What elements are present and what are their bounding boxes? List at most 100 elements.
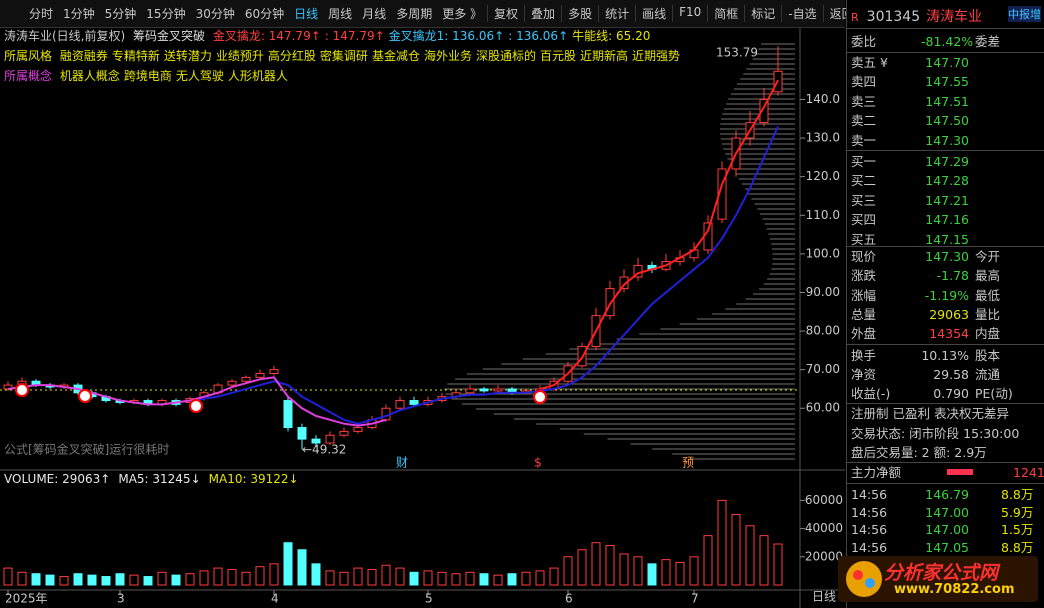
indicator-value: : 147.79↑: [324, 29, 385, 43]
cell: 现价: [851, 249, 877, 264]
candle-body: [297, 427, 307, 440]
event-marker: $: [534, 456, 542, 470]
book-row: 卖二 147.50: [851, 111, 1043, 130]
volume-header-item: MA5: 31245↓: [118, 472, 201, 486]
candle-body: [409, 400, 419, 405]
volume-bar: [619, 553, 629, 586]
volume-header: VOLUME: 29063↑ MA5: 31245↓ MA10: 39122↓: [4, 472, 307, 486]
volume-bar: [661, 559, 671, 586]
signal-markers: [15, 383, 547, 413]
chart: 153.79 ←49.32 公式[筹码金叉突破]运行很耗时 财 $ 预 日线 6…: [0, 0, 845, 608]
y-tick-label: 130.0: [806, 131, 840, 145]
indicator-values: 金叉擒龙: 147.79↑: 147.79↑ 金叉擒龙1: 136.06↑: 13…: [213, 29, 654, 43]
cell: 147.00: [925, 504, 969, 520]
cell: 主力净额: [851, 465, 902, 480]
tool-button[interactable]: 统计: [598, 5, 635, 22]
tag-label: 所属风格: [4, 49, 53, 63]
tool-button[interactable]: 简框: [707, 5, 744, 22]
book-row: 卖一 147.30: [851, 131, 1043, 150]
tool-button[interactable]: 标记: [744, 5, 781, 22]
volume-bar: [437, 571, 447, 586]
period-tab[interactable]: 5分钟: [104, 7, 137, 21]
volume-bar: [3, 567, 13, 586]
volume-bar: [507, 573, 517, 586]
period-tab[interactable]: 多周期: [396, 7, 433, 21]
candle-body: [395, 400, 405, 409]
volume-bar: [717, 499, 727, 586]
chip-distribution: [444, 43, 795, 460]
cell: 0.790: [933, 386, 969, 402]
cell: 8.8万: [1001, 539, 1034, 555]
volume-bar: [395, 567, 405, 586]
indicator-row: 涛涛车业(日线,前复权) 筹码金叉突破 金叉擒龙: 147.79↑: 147.7…: [4, 27, 658, 44]
cell: 收益(-): [851, 386, 891, 402]
trade-row: 14:56 146.79 8.8万: [851, 485, 1043, 504]
period-tab[interactable]: 1分钟: [63, 7, 95, 21]
volume-bar: [73, 573, 83, 586]
period-tab[interactable]: 30分钟: [195, 7, 235, 21]
volume-bar: [297, 549, 307, 586]
background: [0, 0, 845, 608]
cell: 14:56: [851, 504, 888, 520]
y-tick-label: 110.0: [806, 208, 840, 222]
volume-bar: [353, 567, 363, 586]
logo: [846, 561, 882, 597]
cell: 147.05: [925, 539, 969, 555]
badge: R: [851, 11, 859, 24]
cell: 147.70: [925, 55, 969, 70]
cell: 147.00: [925, 522, 969, 537]
concept-tags: 所属概念 机器人概念 跨境电商 无人驾驶 人形机器人: [4, 67, 292, 84]
plot: [3, 46, 783, 586]
tool-button[interactable]: 复权: [487, 5, 524, 22]
period-label: 日线: [812, 590, 836, 604]
y-tick-label: 60.00: [806, 401, 840, 415]
cell: 29063: [929, 306, 969, 322]
cell: 卖一: [851, 132, 877, 148]
tool-button[interactable]: 画线: [635, 5, 672, 22]
quote-row: 总量 29063 量比: [851, 305, 1043, 324]
stock-code: 301345: [866, 9, 921, 25]
period-tab[interactable]: 分时: [29, 7, 54, 21]
volume-bar: [171, 574, 181, 586]
period-tab[interactable]: 周线: [328, 7, 353, 21]
style-tag: 深股通标的: [475, 49, 536, 63]
book-row: 买二 147.28: [851, 171, 1043, 190]
signal: [78, 389, 92, 403]
candle-body: [619, 276, 629, 290]
candle-body: [479, 388, 489, 392]
period-tab[interactable]: 15分钟: [146, 7, 186, 21]
indicator-value: : 136.06↑: [508, 29, 569, 43]
style-tag: 百元股: [539, 49, 576, 63]
watermark-title: 分析家公式网: [884, 562, 999, 584]
cell: 外盘: [851, 326, 877, 342]
volume-bar: [549, 567, 559, 586]
event-marker: 财: [396, 456, 408, 470]
volume-bar: [521, 571, 531, 586]
style-tag: 送转潜力: [163, 49, 212, 63]
tool-button[interactable]: -自选: [781, 5, 822, 22]
candle-body: [759, 98, 769, 124]
period-tab[interactable]: 日线: [294, 7, 319, 21]
report-badge: 中报增: [1008, 6, 1041, 22]
stock-name: 涛涛车业: [926, 9, 983, 25]
period-tab[interactable]: 月线: [362, 7, 387, 21]
cell: 换手: [851, 347, 877, 363]
x-tick-label: 5: [425, 592, 433, 606]
y-tick-label: 120.0: [806, 169, 840, 183]
stock-header: R 301345 涛涛车业: [851, 6, 1043, 26]
period-tab[interactable]: 更多 》: [442, 7, 483, 21]
toolbar: 分时 1分钟 5分钟 15分钟 30分钟 60分钟 日线 周线 月线 多周期 更多 》 复权 叠加 多股…: [0, 0, 854, 28]
book-row: 买五 147.15: [851, 230, 1043, 249]
period-tab[interactable]: 60分钟: [244, 7, 285, 21]
tool-button[interactable]: 叠加: [524, 5, 561, 22]
tool-button[interactable]: F10: [672, 5, 707, 22]
candle-body: [311, 438, 321, 444]
signal: [533, 390, 547, 404]
candle-body: [255, 373, 265, 378]
tool-button[interactable]: 多股: [561, 5, 598, 22]
cell: 盘后交易量: 2 额: 2.9万: [851, 445, 987, 460]
sep: [847, 246, 1044, 247]
volume-bar: [381, 564, 391, 586]
volume-bar: [325, 570, 335, 586]
volume-bar: [31, 573, 41, 586]
